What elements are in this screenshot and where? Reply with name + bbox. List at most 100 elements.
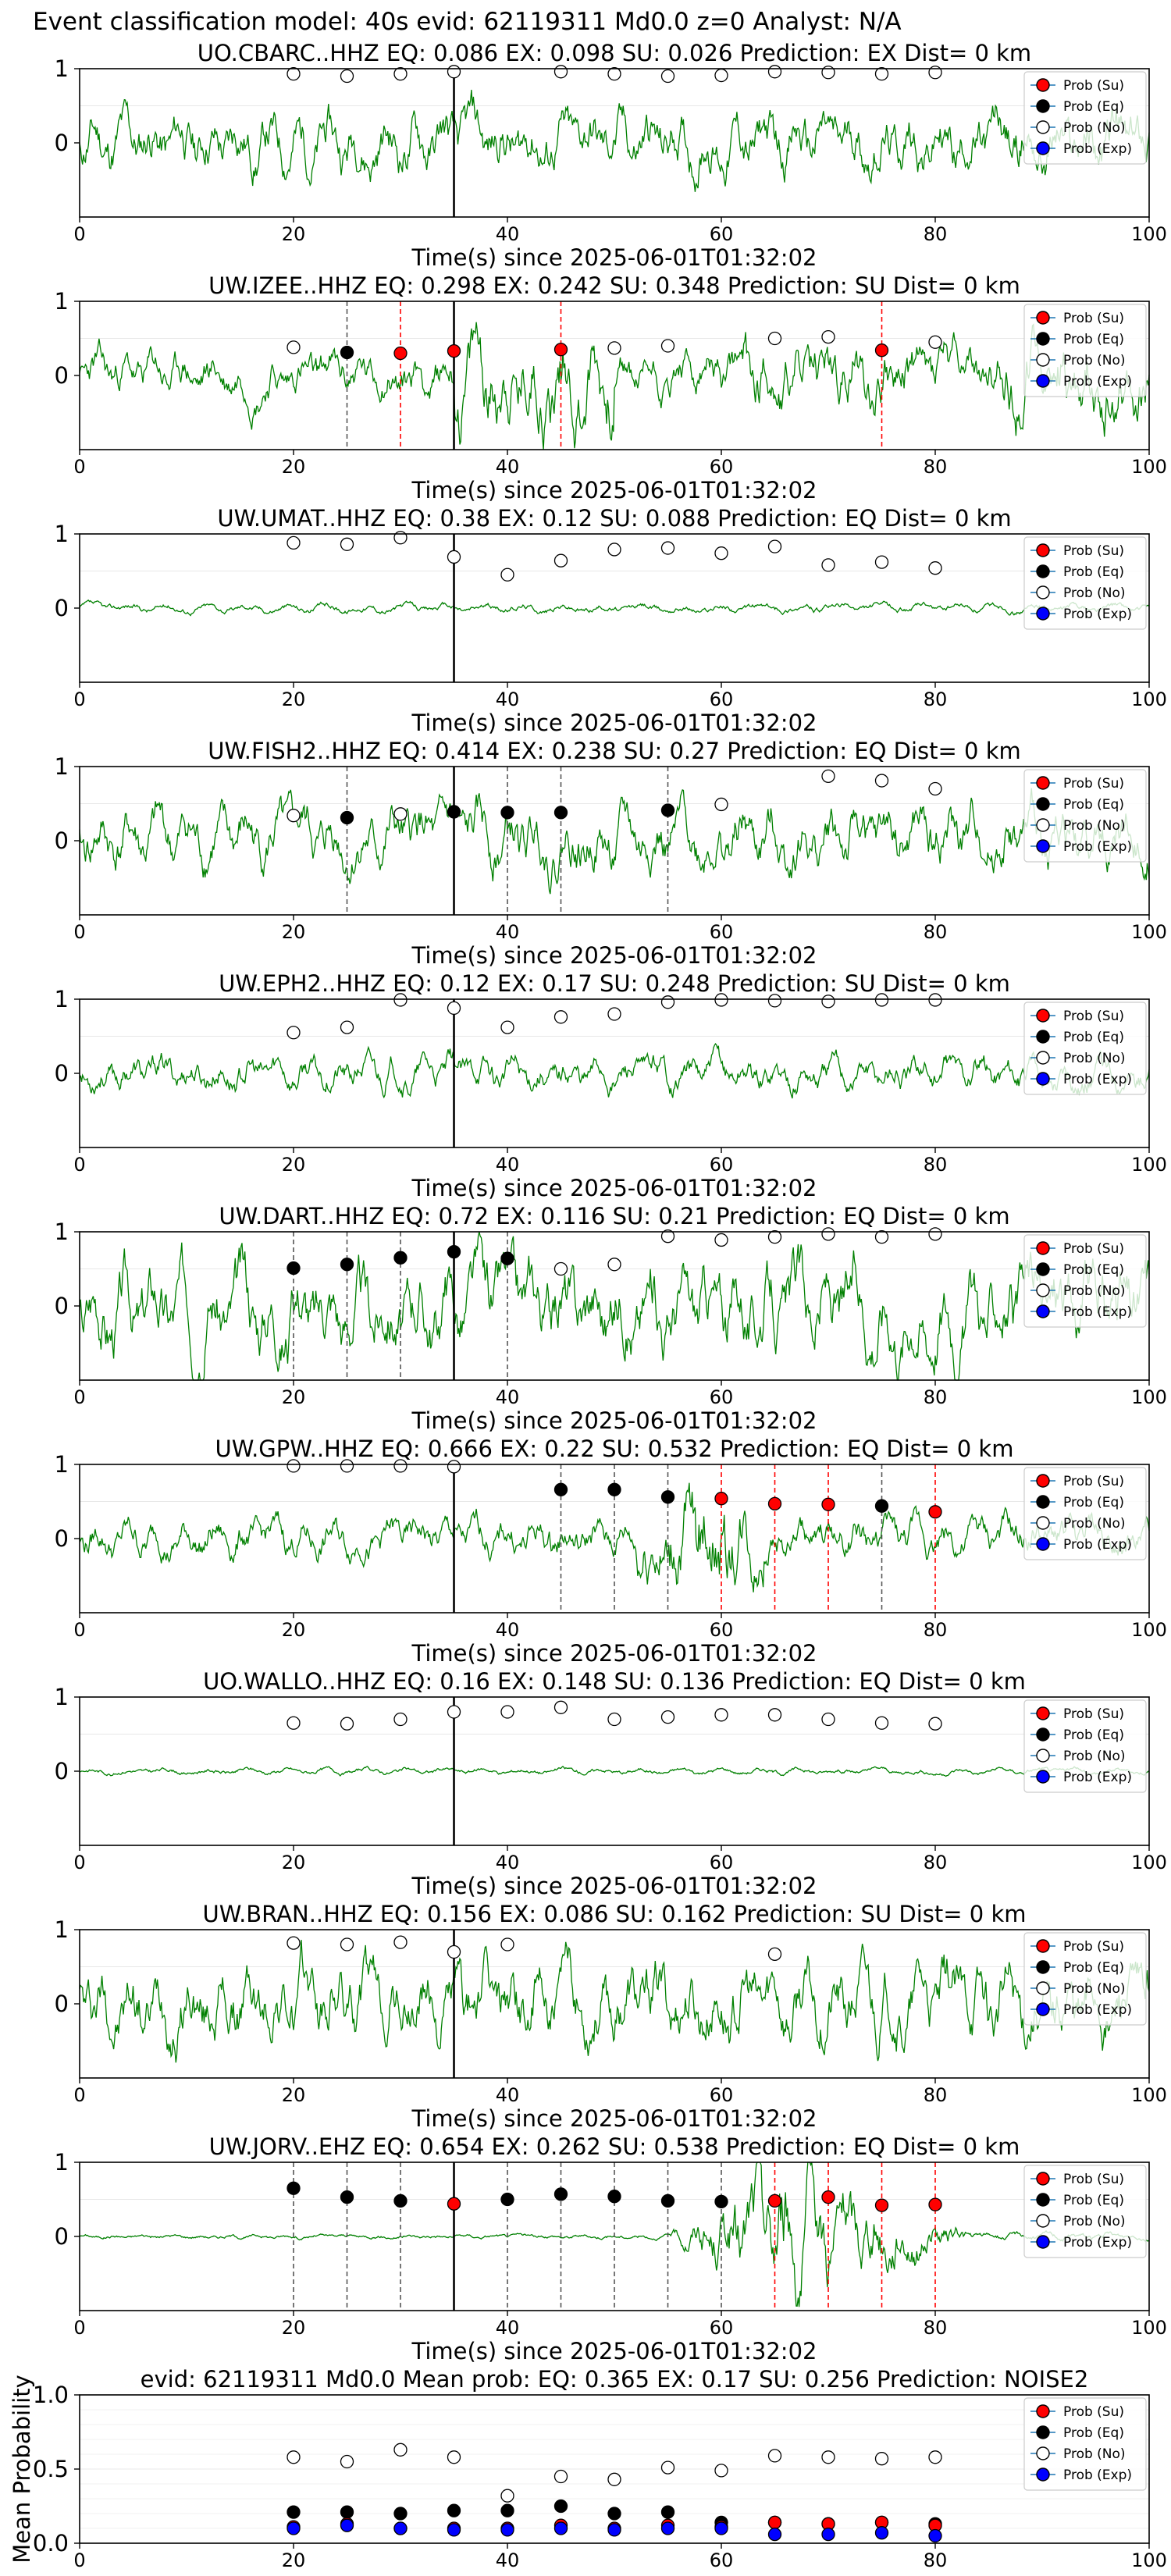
legend-label: Prob (Exp) xyxy=(1063,1304,1132,1320)
prob-marker-no xyxy=(660,69,675,84)
x-tick-label: 0 xyxy=(73,921,85,943)
legend-marker-exp xyxy=(1036,2235,1050,2249)
x-tick-label: 40 xyxy=(496,456,520,478)
legend-box xyxy=(1023,1002,1147,1095)
x-tick-label: 100 xyxy=(1131,688,1167,710)
x-tick-label: 100 xyxy=(1131,1619,1167,1641)
x-tick-label: 100 xyxy=(1131,2549,1167,2571)
y-tick-label: 1 xyxy=(55,753,69,780)
x-tick-label: 20 xyxy=(282,688,306,710)
x-axis-label: Time(s) since 2025-06-01T01:32:02 xyxy=(411,244,817,271)
legend-box xyxy=(1023,1234,1147,1328)
y-axis-label: Mean Probability xyxy=(9,2375,35,2564)
prob-marker-no xyxy=(714,993,728,1007)
plot-frame xyxy=(79,2161,1150,2311)
legend-label: Prob (Su) xyxy=(1063,1241,1124,1257)
prob-marker-no xyxy=(714,1708,728,1722)
prob-marker-eq xyxy=(393,2194,408,2208)
prob-marker-no xyxy=(287,1026,301,1040)
legend-marker-no xyxy=(1036,585,1050,600)
legend-label: Prob (Exp) xyxy=(1063,141,1132,157)
panel-4: UW.FISH2..HHZ EQ: 0.414 EX: 0.238 SU: 0.… xyxy=(55,738,1167,969)
legend-box xyxy=(1023,71,1147,165)
legend-marker-no xyxy=(1036,1981,1050,1995)
x-tick-label: 100 xyxy=(1131,2317,1167,2339)
prob-marker-no xyxy=(660,339,675,353)
legend-label: Prob (Exp) xyxy=(1063,1770,1132,1785)
mean-marker-exp xyxy=(393,2521,408,2535)
legend-box xyxy=(1023,1699,1147,1793)
x-tick-label: 0 xyxy=(73,2317,85,2339)
prob-marker-su xyxy=(447,343,461,358)
legend-label: Prob (No) xyxy=(1063,2214,1126,2229)
legend-marker-su xyxy=(1036,2404,1050,2418)
prob-marker-no xyxy=(553,1010,568,1024)
x-tick-label: 80 xyxy=(924,223,948,245)
y-tick-label: 0 xyxy=(55,2223,69,2250)
mean-marker-no xyxy=(340,2454,354,2469)
x-tick-label: 20 xyxy=(282,1154,306,1176)
prob-marker-eq xyxy=(607,1482,621,1496)
legend-label: Prob (Eq) xyxy=(1063,1495,1124,1510)
legend-box xyxy=(1023,2165,1147,2258)
legend-marker-su xyxy=(1036,311,1050,325)
prob-marker-su xyxy=(767,1496,782,1510)
panels: UO.CBARC..HHZ EQ: 0.086 EX: 0.098 SU: 0.… xyxy=(9,40,1167,2571)
legend-marker-su xyxy=(1036,776,1050,790)
prob-marker-no xyxy=(660,995,675,1009)
prob-marker-no xyxy=(340,1717,354,1731)
y-tick-label: 0.5 xyxy=(33,2456,69,2482)
x-tick-label: 80 xyxy=(924,688,948,710)
prob-marker-no xyxy=(500,568,514,582)
panel-1: UO.CBARC..HHZ EQ: 0.086 EX: 0.098 SU: 0.… xyxy=(55,40,1167,271)
panel-7: UW.GPW..HHZ EQ: 0.666 EX: 0.22 SU: 0.532… xyxy=(55,1436,1167,1667)
panel-title: UW.UMAT..HHZ EQ: 0.38 EX: 0.12 SU: 0.088… xyxy=(217,505,1011,532)
waveform-trace xyxy=(79,1231,1150,1381)
prob-marker-no xyxy=(714,68,728,83)
mean-marker-no xyxy=(767,2449,782,2463)
mean-marker-exp xyxy=(928,2528,942,2543)
prob-marker-no xyxy=(340,1459,354,1473)
prob-marker-eq xyxy=(714,2194,728,2209)
legend-marker-su xyxy=(1036,2172,1050,2186)
legend-label: Prob (Su) xyxy=(1063,543,1124,559)
plot-frame xyxy=(79,68,1150,218)
legend-label: Prob (Su) xyxy=(1063,2404,1124,2420)
waveform-trace xyxy=(79,1766,1150,1777)
prob-marker-su xyxy=(821,1497,835,1511)
mean-marker-eq xyxy=(393,2507,408,2521)
y-tick-label: 1 xyxy=(55,1219,69,1245)
y-tick-label: 0 xyxy=(55,130,69,156)
x-tick-label: 20 xyxy=(282,1386,306,1408)
prob-marker-no xyxy=(393,531,408,545)
legend-marker-no xyxy=(1036,2214,1050,2228)
prob-marker-no xyxy=(928,66,942,80)
x-tick-label: 60 xyxy=(710,2549,734,2571)
mean-marker-eq xyxy=(500,2503,514,2517)
legend-marker-no xyxy=(1036,2446,1050,2460)
prob-marker-no xyxy=(500,1705,514,1719)
legend-box xyxy=(1023,769,1147,863)
x-tick-label: 80 xyxy=(924,2084,948,2106)
prob-marker-no xyxy=(607,543,621,557)
x-tick-label: 20 xyxy=(282,2549,306,2571)
y-tick-label: 1 xyxy=(55,1684,69,1710)
legend-marker-su xyxy=(1036,1474,1050,1488)
prob-marker-no xyxy=(287,1459,301,1473)
x-tick-label: 60 xyxy=(710,688,734,710)
x-axis-label: Time(s) since 2025-06-01T01:32:02 xyxy=(411,942,817,969)
prob-marker-no xyxy=(767,65,782,79)
prob-marker-no xyxy=(714,546,728,560)
legend-marker-eq xyxy=(1036,797,1050,811)
prob-marker-no xyxy=(767,331,782,346)
legend-label: Prob (No) xyxy=(1063,818,1126,834)
prob-marker-no xyxy=(607,1712,621,1727)
x-tick-label: 40 xyxy=(496,1386,520,1408)
legend-marker-su xyxy=(1036,1939,1050,1953)
mean-marker-no xyxy=(660,2460,675,2475)
legend-label: Prob (No) xyxy=(1063,1981,1126,1997)
x-tick-label: 80 xyxy=(924,2549,948,2571)
mean-marker-no xyxy=(500,2489,514,2503)
legend-label: Prob (Exp) xyxy=(1063,374,1132,390)
x-tick-label: 40 xyxy=(496,223,520,245)
